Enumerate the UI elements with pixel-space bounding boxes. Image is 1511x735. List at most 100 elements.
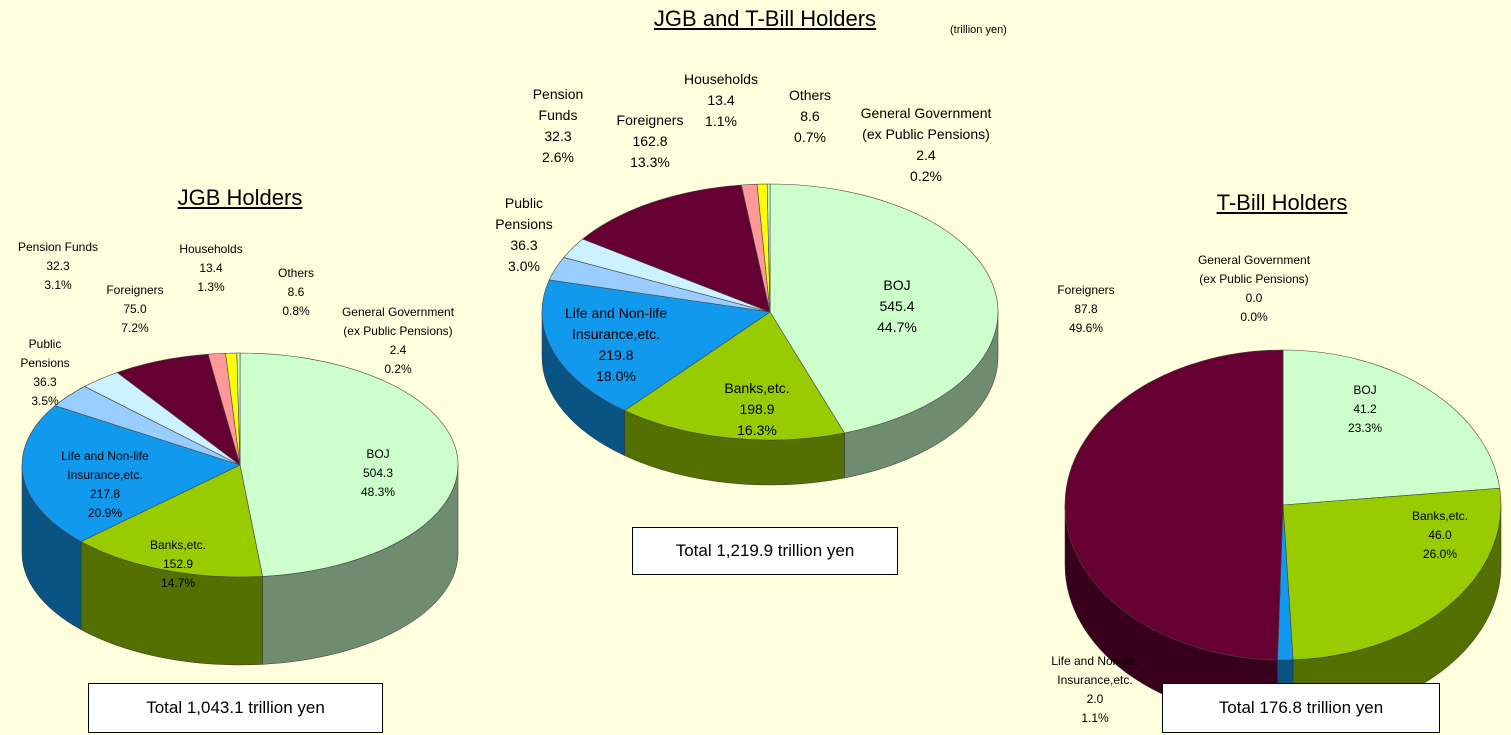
slice-label: Banks,etc. 198.9 16.3% [724,378,789,441]
slice-name: Foreigners [616,112,684,128]
slice [1282,349,1501,506]
unit-note: (trillion yen) [950,24,1007,36]
slice-label: BOJ 545.4 44.7% [877,275,917,338]
slice-label: Banks,etc. 46.0 26.0% [1412,507,1468,564]
slice-label: Pension Funds 32.3 3.1% [18,238,98,295]
slice-label: Foreigners 87.8 49.6% [1057,281,1114,338]
slice-label: BOJ 504.3 48.3% [361,445,395,502]
slice-value: 162.8 [632,133,668,149]
slice-name: Foreigners [1057,283,1115,297]
slice-percent: 3.0% [508,258,540,274]
slice-name: Pension Funds [532,86,584,123]
slice-name: General Government (ex Public Pensions) [341,305,455,338]
chart-title: T-Bill Holders [1216,190,1348,215]
slice-value: 46.0 [1428,528,1452,542]
slice [116,353,241,466]
slice-name: Others [277,266,315,280]
slice-name: Life and Non-life Insurance,etc. [61,449,149,482]
slice-percent: 0.2% [384,362,412,376]
slice-percent: 7.2% [121,321,149,335]
slice-value: 217.8 [89,487,121,501]
slice-label: BOJ 41.2 23.3% [1348,381,1382,438]
slice-label: Pension Funds 32.3 2.6% [533,84,584,168]
slice-percent: 1.3% [197,280,225,294]
slice-percent: 44.7% [877,319,917,335]
slice-name: Foreigners [106,283,164,297]
slice-value: 13.4 [707,92,735,108]
slice-label: Foreigners 162.8 13.3% [617,110,684,173]
slice [623,311,845,441]
slice-name: Banks,etc. [724,380,790,396]
slice-value: 13.4 [199,261,223,275]
slice-percent: 26.0% [1422,547,1458,561]
slice-name: Life and Non-life Insurance,etc. [565,305,667,342]
slice-percent: 14.7% [160,576,196,590]
slice-percent: 1.1% [1081,711,1109,725]
slice [239,352,459,577]
slice-percent: 0.0% [1240,310,1268,324]
slice-name: BOJ [883,277,911,293]
slice-name: BOJ [366,447,390,461]
slice-percent: 20.9% [87,506,123,520]
slice [766,183,771,313]
slice-percent: 0.7% [794,129,826,145]
slice-value: 2.0 [1086,692,1104,706]
slice-value: 152.9 [162,557,194,571]
slice-label: Life and Non-life Insurance,etc. 2.0 1.1% [1051,652,1138,728]
slice-name: General Government (ex Public Pensions) [1197,253,1311,286]
slice-name: Households [179,242,243,256]
slice-value: 198.9 [739,401,775,417]
total-box: Total 1,219.9 trillion yen [632,527,898,575]
slice-percent: 3.1% [44,278,72,292]
slice-value: 32.3 [544,128,572,144]
slice-label: Foreigners 75.0 7.2% [106,281,163,338]
slice-label: Others 8.6 0.8% [278,264,314,321]
slice-name: Public Pensions [495,195,553,232]
slice-percent: 13.3% [630,154,670,170]
slice-label: Life and Non-life Insurance,etc. 217.8 20.… [61,447,148,523]
slice-value: 41.2 [1353,402,1377,416]
slice [236,352,241,466]
slice-value: 504.3 [362,466,394,480]
slice [1282,487,1502,661]
pie-tops [541,183,999,441]
chart-title: JGB and T-Bill Holders [653,6,877,31]
slice-name: Banks,etc. [149,538,207,552]
slice-percent: 23.3% [1347,421,1383,435]
slice [21,405,241,542]
slice-name: Pension Funds [17,240,99,254]
slice [80,464,263,578]
total-box: Total 1,043.1 trillion yen [88,683,383,733]
slice-value: 36.3 [33,375,57,389]
slice-percent: 2.6% [542,149,574,165]
slice [582,184,771,313]
slice-percent: 0.2% [910,168,942,184]
total-box: Total 176.8 trillion yen [1162,683,1440,733]
pie-sides [21,464,459,666]
pie-tops [21,352,459,578]
slice-label: General Government (ex Public Pensions) 2… [861,103,992,187]
slice-value: 87.8 [1074,302,1098,316]
slice-value: 32.3 [46,259,70,273]
slice-value: 2.4 [916,147,936,163]
slice-name: Public Pensions [20,337,70,370]
slice-label: Life and Non-life Insurance,etc. 219.8 18.… [565,303,667,387]
slice-percent: 18.0% [596,368,636,384]
slice-percent: 1.1% [705,113,737,129]
slice-percent: 49.6% [1068,321,1104,335]
slice-value: 36.3 [510,237,538,253]
slice-value: 219.8 [598,347,634,363]
slice-value: 2.4 [389,343,407,357]
slice-percent: 0.8% [282,304,310,318]
slice-label: Households 13.4 1.3% [179,240,242,297]
slice-name: BOJ [1353,383,1377,397]
chart-title: JGB Holders [177,185,303,210]
slice-value: 8.6 [800,108,820,124]
slice-value: 75.0 [123,302,147,316]
slice-name: Households [684,71,758,87]
slice-value: 545.4 [879,298,915,314]
slice-label: General Government (ex Public Pensions) 0… [1198,251,1310,327]
slice [1064,349,1284,661]
slice-label: Public Pensions 36.3 3.5% [20,335,69,411]
